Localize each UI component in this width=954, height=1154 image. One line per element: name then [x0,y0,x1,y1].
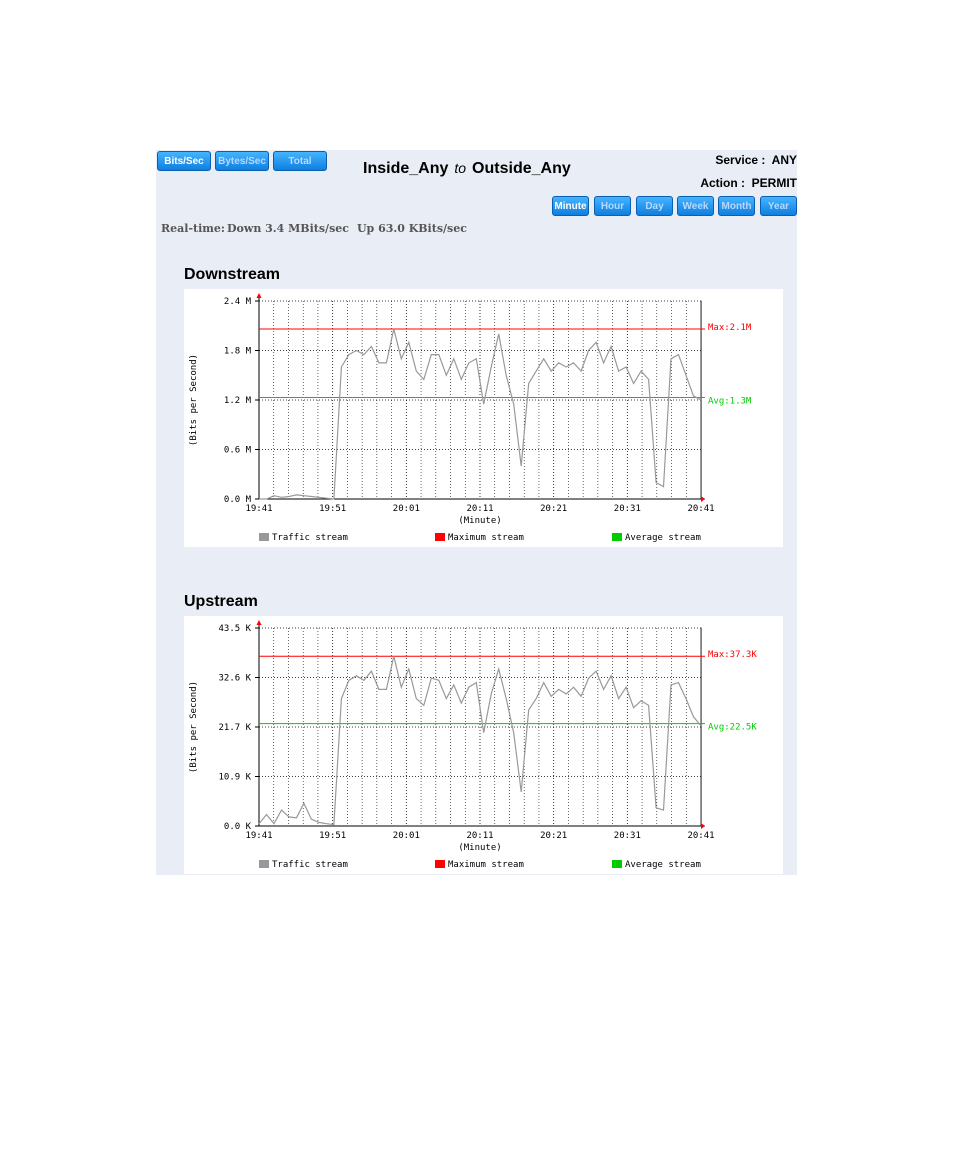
report-panel: Bits/Sec Bytes/Sec Total Inside_Any to Out… [156,150,797,875]
bits-per-sec-button[interactable]: Bits/Sec [157,151,211,171]
upstream-legend-swatch [435,860,445,868]
upstream-legend-label: Average stream [625,860,701,870]
downstream-x-tick-label: 19:41 [245,504,272,514]
year-button[interactable]: Year [760,196,797,216]
upstream-legend-label: Traffic stream [272,860,348,870]
page-title: Inside_Any to Outside_Any [363,160,571,178]
total-button[interactable]: Total [273,151,327,171]
upstream-legend-swatch [612,860,622,868]
downstream-y-tick-label: 2.4 M [224,297,252,307]
downstream-traffic-line [259,328,702,500]
realtime-down: Down 3.4 MBits/sec [226,222,349,235]
downstream-legend-swatch [435,533,445,541]
upstream-legend-swatch [259,860,269,868]
downstream-y-axis-label: (Bits per Second) [189,354,199,446]
downstream-y-tick-label: 0.0 M [224,495,252,505]
week-button[interactable]: Week [677,196,714,216]
title-destination: Outside_Any [472,160,571,177]
day-button[interactable]: Day [636,196,673,216]
upstream-y-axis-arrow [256,620,262,625]
upstream-x-tick-label: 20:31 [614,831,641,841]
title-source: Inside_Any [363,160,449,177]
downstream-legend-swatch [259,533,269,541]
downstream-y-tick-label: 1.8 M [224,347,252,357]
upstream-chart-box: 19:41 19:51 20:01 20:11 20:21 20:31 20:41 0.0 K… [184,616,783,874]
downstream-y-axis-arrow [256,293,262,298]
downstream-y-tick-label: 0.6 M [224,446,252,456]
upstream-max-label: Max:37.3K [708,650,757,660]
downstream-legend-label: Traffic stream [272,533,348,543]
upstream-y-axis-label: (Bits per Second) [189,681,199,773]
upstream-chart: 19:41 19:51 20:01 20:11 20:21 20:31 20:41 0.0 K… [189,620,757,870]
downstream-x-tick-label: 19:51 [319,504,346,514]
upstream-y-tick-label: 43.5 K [218,624,251,634]
realtime-label: Real-time: [161,222,225,235]
upstream-legend-label: Maximum stream [448,860,524,870]
downstream-avg-label: Avg:1.3M [708,397,752,407]
upstream-traffic-line [258,656,702,826]
upstream-x-tick-label: 20:11 [466,831,493,841]
downstream-chart-box: 19:41 19:51 20:01 20:11 20:21 20:31 20:41 0.0 M… [184,289,783,547]
service-value: ANY [771,153,797,167]
downstream-heading: Downstream [184,266,281,283]
service-label: Service : [715,153,766,167]
downstream-x-tick-label: 20:21 [540,504,567,514]
upstream-y-tick-label: 32.6 K [218,674,251,684]
action-info: Action : PERMIT [700,176,797,190]
upstream-x-tick-label: 19:41 [245,831,272,841]
upstream-x-axis-arrow [701,823,705,829]
upstream-y-tick-label: 10.9 K [218,773,251,783]
upstream-avg-label: Avg:22.5K [708,723,757,733]
downstream-max-label: Max:2.1M [708,323,752,333]
upstream-x-tick-label: 20:21 [540,831,567,841]
downstream-x-axis-arrow [701,496,705,502]
realtime-up: Up 63.0 KBits/sec [356,222,467,235]
downstream-legend-label: Average stream [625,533,701,543]
downstream-chart: 19:41 19:51 20:01 20:11 20:21 20:31 20:41 0.0 M… [189,293,752,543]
title-to-word: to [454,160,467,176]
downstream-x-tick-label: 20:41 [687,504,714,514]
service-info: Service : ANY [715,153,797,167]
minute-button[interactable]: Minute [552,196,589,216]
upstream-x-axis-label: (Minute) [458,843,501,853]
month-button[interactable]: Month [718,196,755,216]
upstream-heading: Upstream [184,593,258,610]
hour-button[interactable]: Hour [594,196,631,216]
upstream-x-tick-label: 20:01 [393,831,420,841]
downstream-x-axis-label: (Minute) [458,516,501,526]
downstream-x-tick-label: 20:11 [466,504,493,514]
upstream-y-tick-label: 21.7 K [218,723,251,733]
upstream-x-tick-label: 19:51 [319,831,346,841]
action-value: PERMIT [751,176,797,190]
downstream-legend-label: Maximum stream [448,533,524,543]
bytes-per-sec-button[interactable]: Bytes/Sec [215,151,269,171]
downstream-y-tick-label: 1.2 M [224,396,252,406]
downstream-legend-swatch [612,533,622,541]
downstream-x-tick-label: 20:31 [614,504,641,514]
upstream-x-tick-label: 20:41 [687,831,714,841]
realtime-status: Real-time: Down 3.4 MBits/sec Up 63.0 KBit… [161,222,475,235]
upstream-y-tick-label: 0.0 K [224,822,252,832]
action-label: Action : [700,176,745,190]
downstream-x-tick-label: 20:01 [393,504,420,514]
